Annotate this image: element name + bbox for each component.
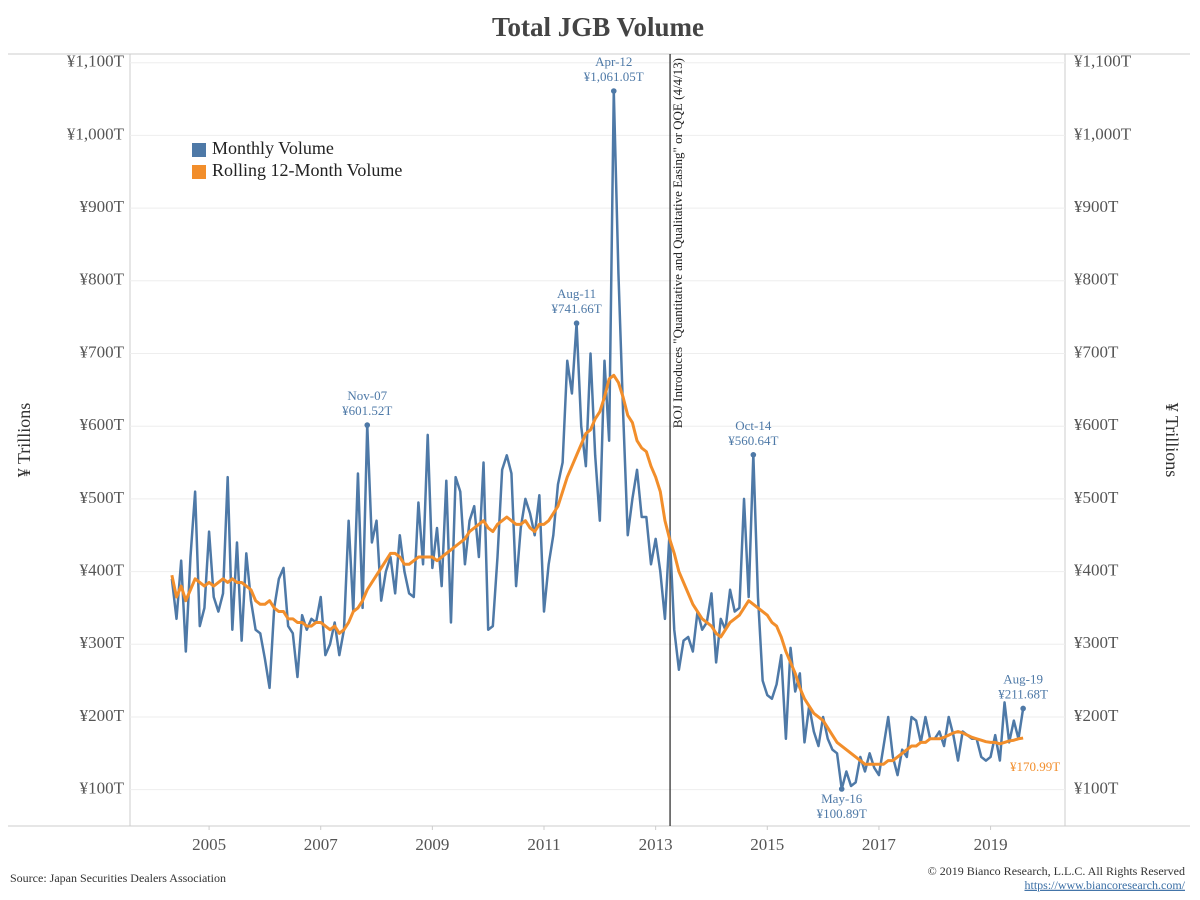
y-tick-label: ¥300T [80, 633, 125, 652]
annotation-date: Apr-12 [595, 54, 632, 69]
y2-tick-label: ¥700T [1074, 342, 1119, 361]
copyright: © 2019 Bianco Research, L.L.C. All Right… [928, 864, 1185, 878]
annotation-value: ¥170.99T [1010, 759, 1060, 774]
y-axis-label: ¥ Trillions [14, 403, 34, 478]
y2-tick-label: ¥200T [1074, 706, 1119, 725]
y-tick-label: ¥900T [80, 197, 125, 216]
legend-label: Monthly Volume [212, 138, 334, 158]
chart-title: Total JGB Volume [492, 12, 704, 42]
y2-tick-label: ¥300T [1074, 633, 1119, 652]
legend-swatch [192, 165, 206, 179]
x-tick-label: 2009 [415, 835, 449, 854]
y-tick-label: ¥600T [80, 415, 125, 434]
y-tick-label: ¥800T [80, 270, 125, 289]
y2-tick-label: ¥1,000T [1074, 124, 1132, 143]
y-tick-label: ¥400T [80, 560, 125, 579]
y2-axis-label: ¥ Trillions [1162, 403, 1182, 478]
legend-label: Rolling 12-Month Volume [212, 160, 402, 180]
annotation-date: Aug-11 [557, 286, 596, 301]
annotation-date: Nov-07 [347, 388, 387, 403]
y-tick-label: ¥200T [80, 706, 125, 725]
url[interactable]: https://www.biancoresearch.com/ [1024, 878, 1185, 892]
y2-tick-label: ¥800T [1074, 270, 1119, 289]
annotation-point [610, 88, 617, 94]
y-tick-label: ¥500T [80, 488, 125, 507]
source: Source: Japan Securities Dealers Associa… [10, 871, 226, 885]
annotation-point [573, 320, 580, 327]
annotation-value: ¥100.89T [817, 806, 867, 821]
annotation-point [750, 452, 757, 458]
y-tick-label: ¥1,100T [67, 52, 125, 71]
x-tick-label: 2017 [862, 835, 897, 854]
event-label: BOJ Introduces "Quantitative and Qualita… [670, 58, 685, 428]
annotation-value: ¥1,061.05T [584, 69, 644, 84]
grid [130, 62, 1065, 791]
y2-tick-label: ¥900T [1074, 197, 1119, 216]
x-tick-label: 2019 [974, 835, 1008, 854]
y-tick-label: ¥100T [80, 779, 125, 798]
annotation-point [1020, 705, 1026, 712]
annotation-point [838, 786, 845, 792]
annotation-value: ¥560.64T [728, 433, 778, 448]
series-line [170, 373, 1024, 766]
y2-tick-label: ¥100T [1074, 779, 1119, 798]
annotation-date: Oct-14 [735, 418, 772, 433]
series-line [170, 89, 1025, 791]
x-tick-label: 2011 [527, 835, 560, 854]
annotation-point [364, 422, 371, 428]
y-tick-label: ¥700T [80, 342, 125, 361]
x-tick-label: 2013 [639, 835, 673, 854]
annotation-value: ¥741.66T [551, 301, 601, 316]
y2-tick-label: ¥500T [1074, 488, 1119, 507]
annotation-value: ¥601.52T [342, 403, 392, 418]
legend-swatch [192, 143, 206, 157]
y2-tick-label: ¥600T [1074, 415, 1119, 434]
annotation-value: ¥211.68T [998, 686, 1048, 701]
y2-tick-label: ¥1,100T [1074, 52, 1132, 71]
x-tick-label: 2005 [192, 835, 226, 854]
y-tick-label: ¥1,000T [67, 124, 125, 143]
annotation-date: Aug-19 [1003, 671, 1043, 686]
x-tick-label: 2007 [304, 835, 339, 854]
annotation-date: May-16 [821, 791, 863, 806]
y2-tick-label: ¥400T [1074, 560, 1119, 579]
x-tick-label: 2015 [750, 835, 784, 854]
